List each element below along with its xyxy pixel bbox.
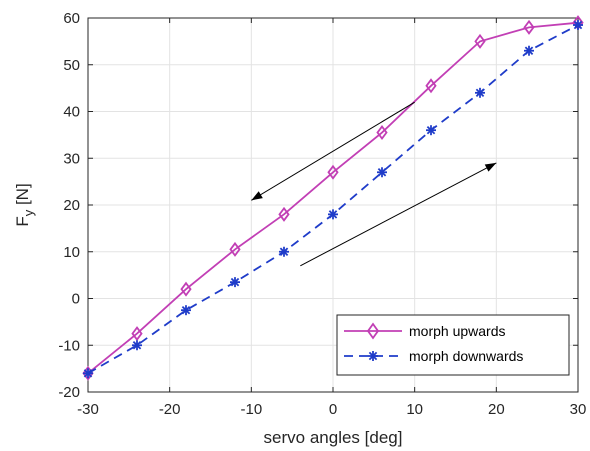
y-tick-label: 50: [63, 57, 80, 74]
y-tick-label: 40: [63, 104, 80, 121]
legend-box: [336, 314, 570, 376]
x-tick-label: 0: [329, 401, 337, 418]
x-axis-title: servo angles [deg]: [264, 428, 403, 447]
data-point-diamond: [425, 78, 437, 94]
x-tick-label: -20: [159, 401, 181, 418]
data-point-asterisk: [230, 277, 240, 288]
data-point-diamond: [229, 241, 241, 257]
data-point-diamond: [278, 206, 290, 222]
arrow-shaft: [251, 101, 415, 201]
y-axis-title: Fy [N]: [13, 183, 36, 226]
legend-label-downwards: morph downwards: [409, 348, 523, 364]
series-line: [87, 21, 579, 374]
series-upwards: [82, 15, 584, 381]
data-point-asterisk: [426, 125, 436, 136]
legend-marker-diamond: [366, 322, 380, 340]
annotation-arrow: [300, 162, 497, 267]
legend-marker-asterisk: [368, 351, 378, 361]
annotation-arrow: [251, 101, 415, 201]
data-point-diamond: [474, 33, 486, 49]
x-tick-label: -30: [77, 401, 99, 418]
data-point-asterisk: [573, 20, 583, 31]
data-point-asterisk: [377, 167, 387, 178]
legend: morph upwards morph downwards: [336, 314, 570, 376]
y-tick-label: -20: [58, 384, 80, 401]
data-point-asterisk: [279, 246, 289, 257]
arrow-head: [484, 162, 497, 172]
y-tick-label: 20: [63, 197, 80, 214]
data-point-asterisk: [83, 368, 93, 379]
legend-asterisk-glyph: [368, 351, 378, 361]
arrow-shaft: [300, 162, 497, 267]
data-point-diamond: [523, 19, 535, 35]
y-tick-label: 30: [63, 150, 80, 167]
y-axis-title-subscript: y: [21, 209, 36, 216]
data-point-diamond: [327, 164, 339, 180]
data-point-asterisk: [328, 209, 338, 220]
x-tick-label: -10: [240, 401, 262, 418]
data-point-asterisk: [181, 305, 191, 316]
y-tick-label: 60: [63, 10, 80, 27]
data-point-asterisk: [475, 87, 485, 98]
data-point-diamond: [131, 326, 143, 342]
annotations: [251, 101, 497, 267]
y-axis-title-main: F: [13, 216, 32, 226]
legend-label-upwards: morph upwards: [409, 323, 506, 339]
data-point-asterisk: [132, 340, 142, 351]
series-layer: [82, 15, 584, 381]
y-axis-title-unit: [N]: [13, 183, 32, 209]
series-downwards: [83, 20, 583, 379]
y-tick-label: 10: [63, 244, 80, 261]
x-tick-label: 30: [570, 401, 587, 418]
data-point-asterisk: [524, 45, 534, 56]
data-point-diamond: [376, 125, 388, 141]
y-tick-label: 0: [72, 291, 80, 308]
data-point-diamond: [180, 281, 192, 297]
arrow-head: [251, 191, 263, 201]
x-tick-label: 20: [488, 401, 505, 418]
y-tick-label: -10: [58, 337, 80, 354]
x-tick-label: 10: [406, 401, 423, 418]
